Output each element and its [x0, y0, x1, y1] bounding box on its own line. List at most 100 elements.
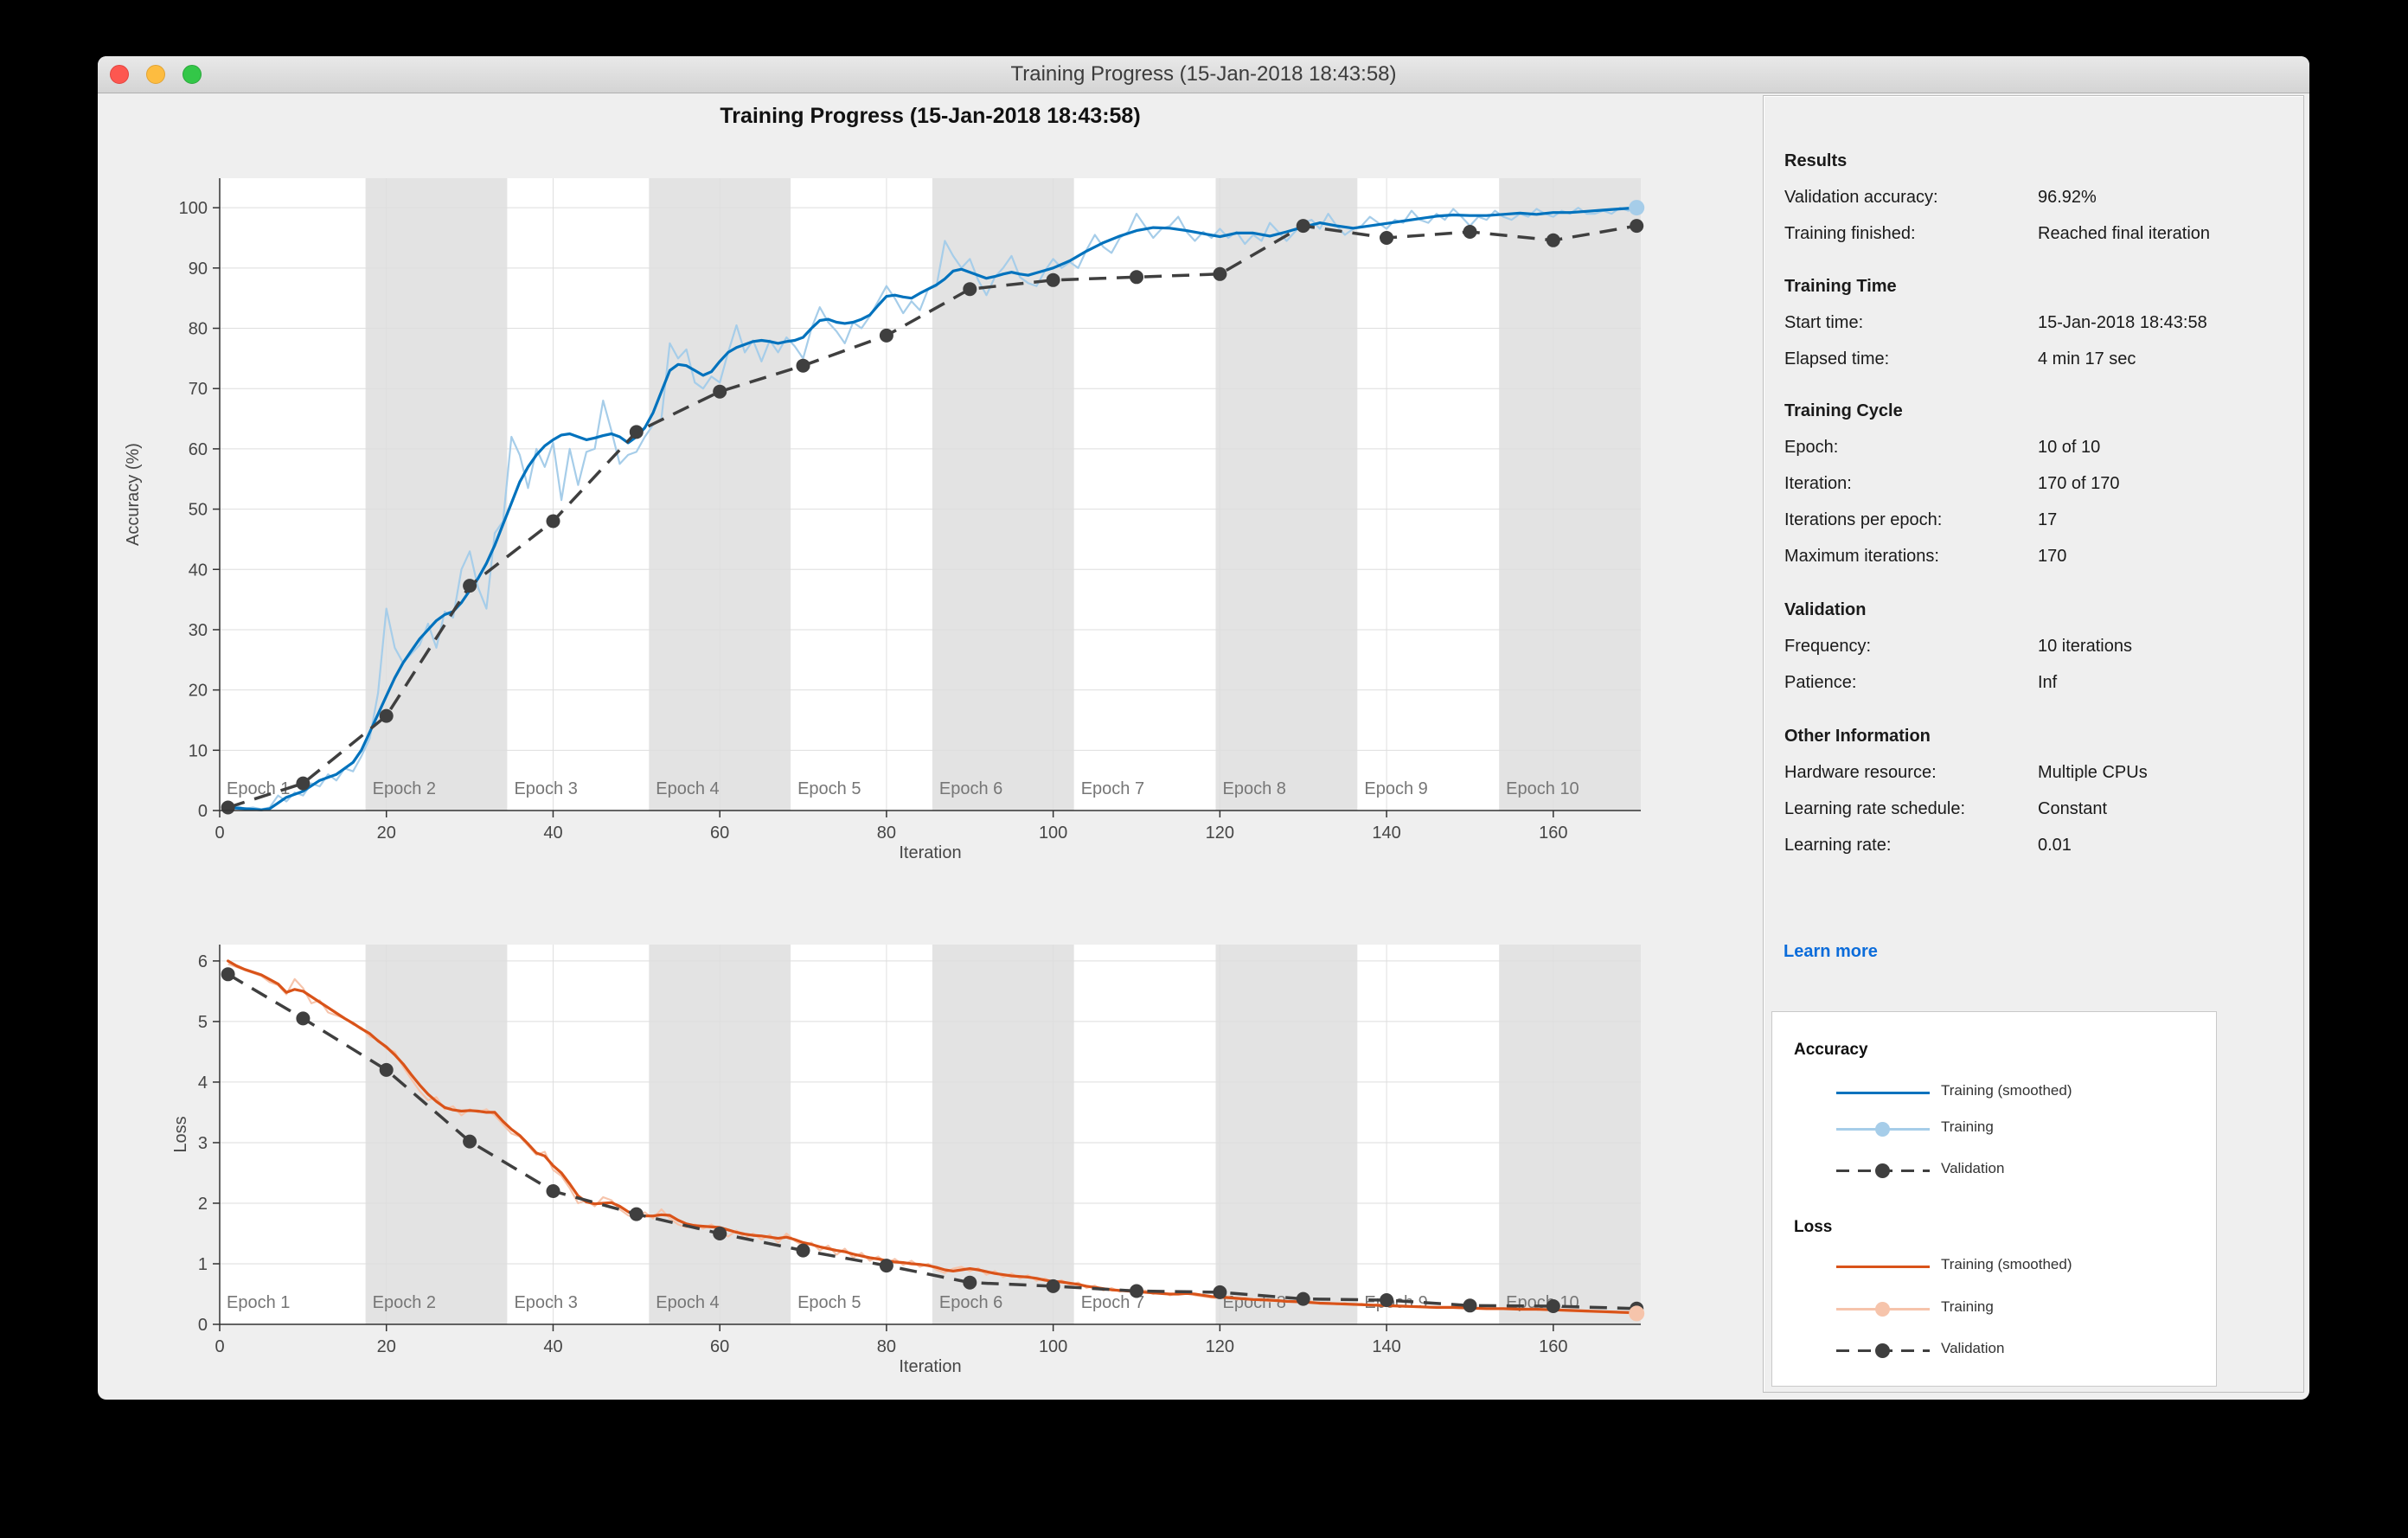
minimize-button[interactable] [146, 65, 165, 84]
row-label: Learning rate schedule: [1784, 799, 1966, 818]
svg-text:10: 10 [189, 741, 208, 760]
hardware-resource-row: Hardware resource: Multiple CPUs [1764, 754, 2303, 791]
row-label: Patience: [1784, 673, 1857, 692]
svg-text:160: 160 [1539, 823, 1567, 843]
row-label: Elapsed time: [1784, 349, 1890, 368]
legend-loss-heading: Loss [1794, 1218, 1833, 1236]
learning-rate-schedule-row: Learning rate schedule: Constant [1764, 791, 2303, 827]
svg-text:30: 30 [189, 621, 208, 640]
row-label: Start time: [1784, 313, 1864, 332]
svg-text:80: 80 [189, 320, 208, 339]
dark-dot-icon [1875, 1343, 1890, 1358]
svg-text:70: 70 [189, 380, 208, 399]
svg-text:Iteration: Iteration [899, 1357, 961, 1376]
row-label: Validation accuracy: [1784, 188, 1938, 207]
svg-text:60: 60 [710, 1337, 729, 1356]
svg-text:50: 50 [189, 501, 208, 520]
zoom-button[interactable] [183, 65, 202, 84]
learning-rate-row: Learning rate: 0.01 [1764, 827, 2303, 863]
training-charts: Epoch 1 Epoch 2 Epoch 3 Epoch 4 Epoch 5 Epoch… [124, 178, 1645, 1376]
chart-legend: Accuracy Training (smoothed) Training Va… [1771, 1011, 2217, 1387]
learn-more-link[interactable]: Learn more [1784, 942, 1878, 961]
svg-text:2: 2 [198, 1195, 208, 1214]
row-label: Maximum iterations: [1784, 547, 1939, 566]
svg-text:Epoch 7: Epoch 7 [1081, 779, 1144, 798]
validation-accuracy-row: Validation accuracy: 96.92% [1764, 179, 2303, 215]
window-title-bar[interactable]: Training Progress (15-Jan-2018 18:43:58) [98, 56, 2309, 93]
training-finished-row: Training finished: Reached final iterati… [1764, 215, 2303, 252]
svg-text:Epoch 4: Epoch 4 [656, 779, 719, 798]
row-label: Frequency: [1784, 637, 1872, 656]
iteration-row: Iteration: 170 of 170 [1764, 465, 2303, 502]
row-label: Iteration: [1784, 474, 1852, 493]
row-value: 17 [2038, 510, 2058, 529]
svg-text:140: 140 [1372, 1337, 1400, 1356]
svg-text:0: 0 [215, 1337, 224, 1356]
svg-text:6: 6 [198, 952, 208, 971]
svg-text:3: 3 [198, 1134, 208, 1153]
results-heading: Results [1784, 151, 1848, 170]
window-title: Training Progress (15-Jan-2018 18:43:58) [1010, 62, 1397, 86]
row-value: 170 of 170 [2038, 474, 2120, 493]
svg-text:Epoch 5: Epoch 5 [797, 1293, 861, 1312]
svg-text:90: 90 [189, 260, 208, 279]
svg-text:20: 20 [377, 823, 396, 843]
svg-text:5: 5 [198, 1013, 208, 1032]
row-value: 0.01 [2038, 836, 2072, 855]
row-value: 10 iterations [2038, 637, 2132, 656]
svg-text:100: 100 [1039, 823, 1067, 843]
svg-text:80: 80 [877, 823, 896, 843]
row-value: 96.92% [2038, 188, 2097, 207]
light-orange-dot-icon [1875, 1302, 1890, 1317]
svg-text:Epoch 5: Epoch 5 [797, 779, 861, 798]
epoch-row: Epoch: 10 of 10 [1764, 429, 2303, 465]
svg-text:Epoch 6: Epoch 6 [939, 1293, 1002, 1312]
row-value: 4 min 17 sec [2038, 349, 2136, 368]
row-label: Epoch: [1784, 438, 1839, 457]
row-label: Iterations per epoch: [1784, 510, 1943, 529]
row-value: Reached final iteration [2038, 224, 2211, 243]
row-label: Learning rate: [1784, 836, 1892, 855]
svg-text:Epoch 2: Epoch 2 [373, 779, 436, 798]
svg-text:40: 40 [543, 823, 562, 843]
svg-text:Epoch 10: Epoch 10 [1506, 1293, 1579, 1312]
svg-text:120: 120 [1206, 1337, 1234, 1356]
svg-text:60: 60 [189, 440, 208, 459]
row-value: Inf [2038, 673, 2058, 692]
training-progress-window: Training Progress (15-Jan-2018 18:43:58)… [98, 56, 2309, 1400]
figure-title: Training Progress (15-Jan-2018 18:43:58) [720, 104, 1141, 128]
svg-text:100: 100 [179, 199, 208, 218]
other-information-heading: Other Information [1784, 727, 1931, 746]
blue-line-icon [1836, 1091, 1930, 1094]
maximum-iterations-row: Maximum iterations: 170 [1764, 538, 2303, 574]
svg-text:20: 20 [189, 682, 208, 701]
row-label: Hardware resource: [1784, 763, 1937, 782]
svg-text:120: 120 [1206, 823, 1234, 843]
svg-text:0: 0 [198, 1316, 208, 1335]
svg-text:Epoch 1: Epoch 1 [227, 779, 290, 798]
svg-text:Iteration: Iteration [899, 843, 961, 862]
svg-text:Epoch 3: Epoch 3 [514, 1293, 577, 1312]
orange-line-icon [1836, 1265, 1930, 1268]
training-time-heading: Training Time [1784, 277, 1897, 296]
svg-text:0: 0 [198, 802, 208, 821]
row-value: 10 of 10 [2038, 438, 2101, 457]
training-cycle-heading: Training Cycle [1784, 401, 1903, 420]
svg-text:40: 40 [189, 561, 208, 580]
svg-text:Epoch 7: Epoch 7 [1081, 1293, 1144, 1312]
svg-text:1: 1 [198, 1255, 208, 1274]
light-blue-dot-icon [1875, 1122, 1890, 1137]
svg-text:160: 160 [1539, 1337, 1567, 1356]
svg-text:Epoch 8: Epoch 8 [1223, 1293, 1286, 1312]
svg-text:Epoch 3: Epoch 3 [514, 779, 577, 798]
svg-text:Epoch 1: Epoch 1 [227, 1293, 290, 1312]
close-button[interactable] [110, 65, 129, 84]
svg-text:Epoch 2: Epoch 2 [373, 1293, 436, 1312]
row-value: 15-Jan-2018 18:43:58 [2038, 313, 2207, 332]
svg-text:20: 20 [377, 1337, 396, 1356]
svg-text:100: 100 [1039, 1337, 1067, 1356]
svg-text:Epoch 4: Epoch 4 [656, 1293, 719, 1312]
svg-text:40: 40 [543, 1337, 562, 1356]
elapsed-time-row: Elapsed time: 4 min 17 sec [1764, 341, 2303, 377]
